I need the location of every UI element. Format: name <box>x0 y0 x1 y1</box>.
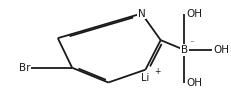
Text: Li: Li <box>141 73 149 83</box>
Text: Br: Br <box>18 63 30 73</box>
Text: ⁻: ⁻ <box>188 39 193 48</box>
Text: N: N <box>137 9 145 19</box>
Text: OH: OH <box>185 10 201 19</box>
Text: B: B <box>180 45 187 55</box>
Text: OH: OH <box>185 78 201 88</box>
Text: +: + <box>153 67 160 76</box>
Text: OH: OH <box>213 45 229 55</box>
